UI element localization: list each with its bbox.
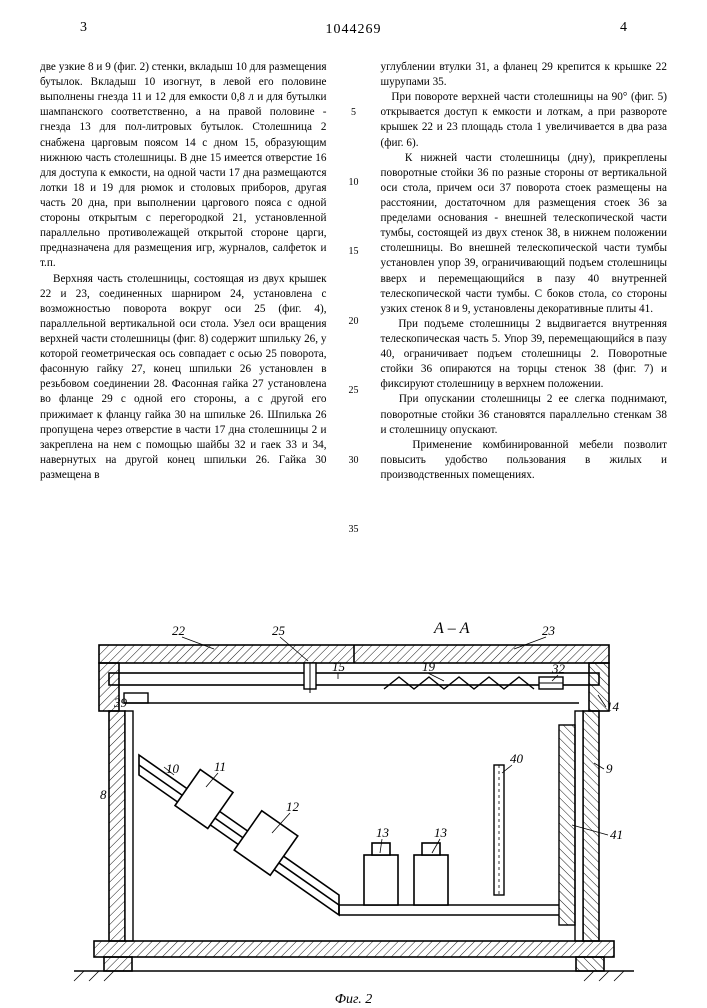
- svg-text:40: 40: [510, 751, 524, 766]
- ln: 30: [345, 454, 363, 468]
- svg-text:12: 12: [286, 799, 300, 814]
- ln: 35: [345, 523, 363, 537]
- svg-text:13: 13: [434, 825, 448, 840]
- svg-text:23: 23: [542, 623, 556, 638]
- page-number-right: 4: [620, 20, 627, 36]
- column-left: две узкие 8 и 9 (фиг. 2) стенки, вкладыш…: [40, 60, 327, 593]
- figure-svg: А – А 22 25 23 39 15 19 32 14 8 10 11 12…: [54, 605, 654, 985]
- ln: 5: [345, 106, 363, 120]
- page-number-left: 3: [80, 20, 87, 36]
- line-numbers: 5 10 15 20 25 30 35: [345, 60, 363, 593]
- svg-text:19: 19: [422, 659, 436, 674]
- svg-text:15: 15: [332, 659, 346, 674]
- svg-text:25: 25: [272, 623, 286, 638]
- svg-text:41: 41: [610, 827, 623, 842]
- ln: 20: [345, 315, 363, 329]
- ln: 10: [345, 176, 363, 190]
- section-label: А – А: [433, 620, 470, 637]
- ln: 15: [345, 245, 363, 259]
- svg-text:11: 11: [214, 759, 226, 774]
- ln: 25: [345, 384, 363, 398]
- svg-text:22: 22: [172, 623, 186, 638]
- patent-number: 1044269: [326, 22, 382, 37]
- svg-text:9: 9: [606, 761, 613, 776]
- svg-text:14: 14: [606, 699, 620, 714]
- page: 3 1044269 4 две узкие 8 и 9 (фиг. 2) сте…: [0, 0, 707, 1000]
- column-right: углублении втулки 31, а фланец 29 крепит…: [381, 60, 668, 593]
- text-columns: две узкие 8 и 9 (фиг. 2) стенки, вкладыш…: [40, 60, 667, 593]
- svg-text:8: 8: [100, 787, 107, 802]
- svg-text:39: 39: [113, 695, 128, 710]
- figure-2: А – А 22 25 23 39 15 19 32 14 8 10 11 12…: [40, 605, 667, 1008]
- svg-text:13: 13: [376, 825, 390, 840]
- svg-text:32: 32: [551, 661, 566, 676]
- header: 3 1044269 4: [40, 20, 667, 50]
